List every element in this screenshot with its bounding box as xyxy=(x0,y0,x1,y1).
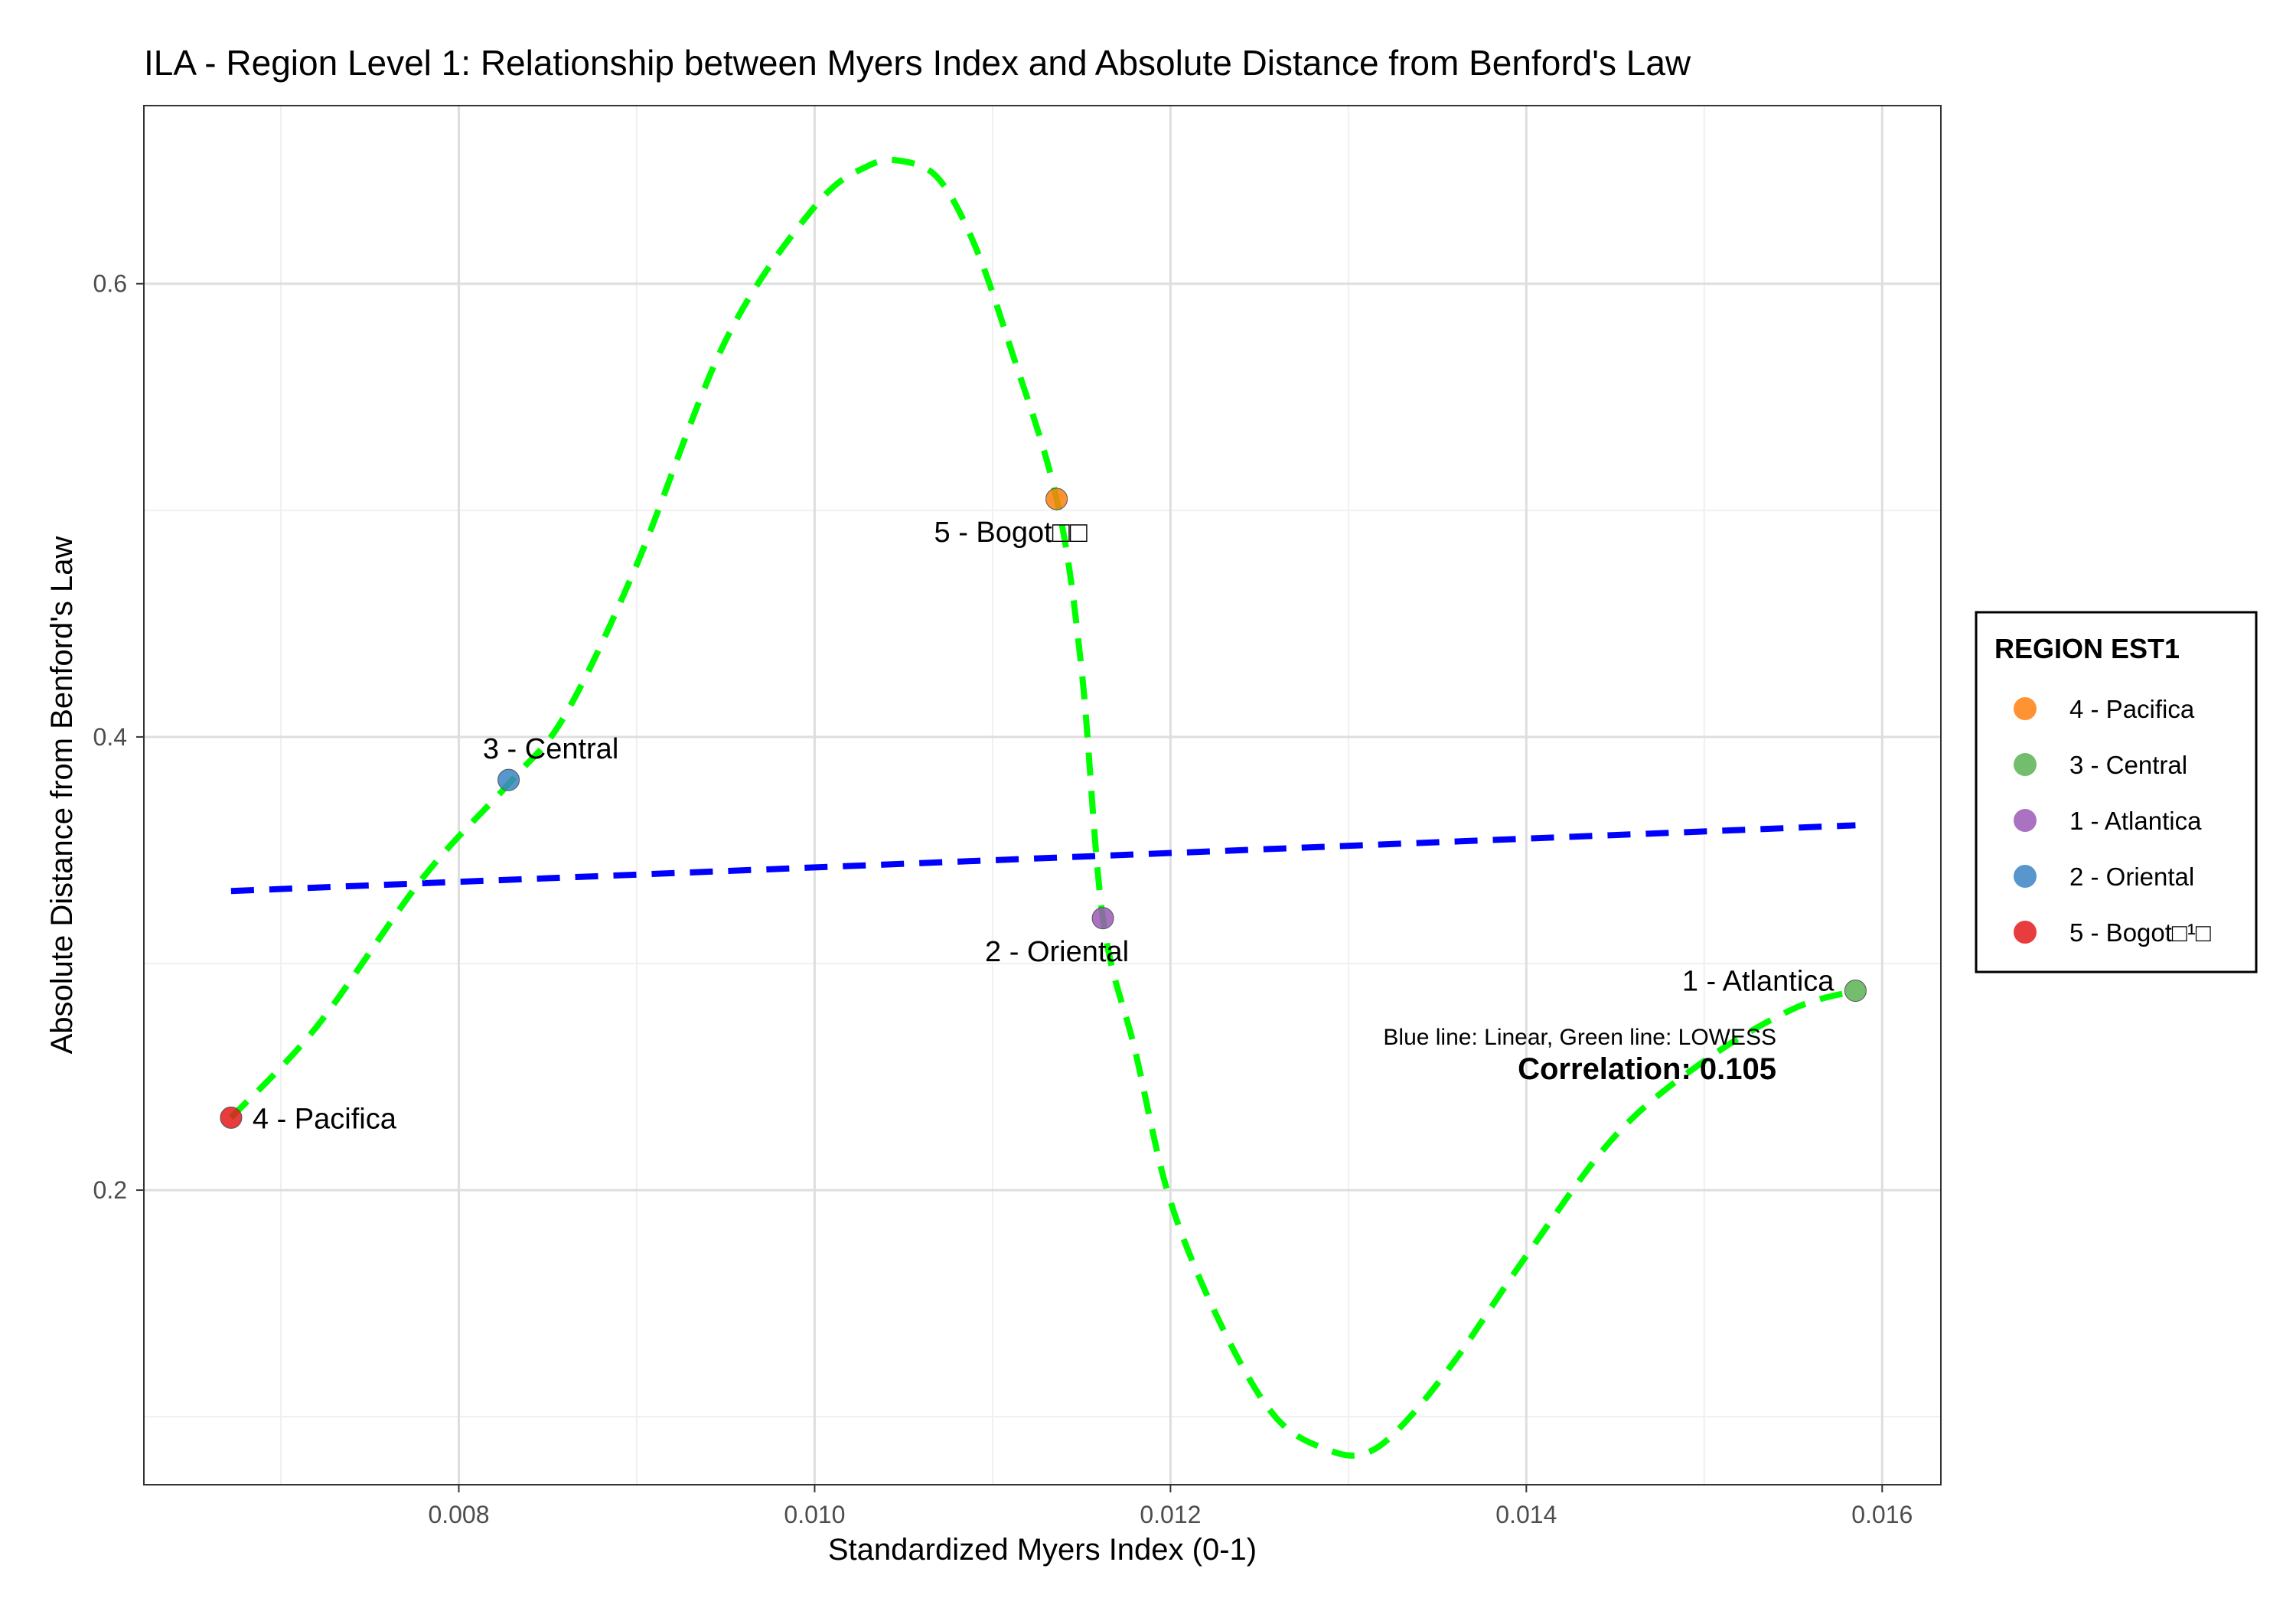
point-label: 1 - Atlantica xyxy=(1682,966,1835,998)
plot-panel-border xyxy=(143,105,1942,1485)
point-label: 4 - Pacifica xyxy=(253,1103,397,1135)
legend-label: 3 - Central xyxy=(2069,751,2187,779)
x-axis-ticks: 0.008 0.010 0.012 0.014 0.016 xyxy=(428,1485,1913,1528)
legend-items: 4 - Pacifica 3 - Central 1 - Atlantica 2 - … xyxy=(2014,695,2211,947)
y-tick-label: 0.6 xyxy=(93,270,127,298)
legend-title: REGION EST1 xyxy=(1994,633,2180,664)
correlation-annotation: Correlation: 0.105 xyxy=(1518,1052,1776,1086)
legend-swatch xyxy=(2014,809,2037,832)
y-tick-label: 0.4 xyxy=(93,723,127,751)
fit-lines xyxy=(229,156,1857,1459)
x-axis-title: Standardized Myers Index (0-1) xyxy=(828,1533,1257,1567)
data-point xyxy=(1844,980,1867,1003)
chart-title: ILA - Region Level 1: Relationship betwe… xyxy=(144,43,1691,83)
grid-lines xyxy=(144,106,1941,1485)
legend-swatch xyxy=(2014,865,2037,888)
legend-swatch xyxy=(2014,697,2037,720)
point-labels: 4 - Pacifica 3 - Central 5 - Bogot□□ 2 - Or… xyxy=(253,517,1835,1135)
legend-swatch xyxy=(2014,921,2037,944)
legend-label: 4 - Pacifica xyxy=(2069,695,2195,723)
data-point xyxy=(497,768,520,791)
legend-box xyxy=(1975,611,2258,973)
x-tick-label: 0.012 xyxy=(1140,1501,1201,1528)
lowess-line xyxy=(229,156,1857,1459)
point-label: 5 - Bogot□□ xyxy=(934,517,1088,549)
y-tick-label: 0.2 xyxy=(93,1176,127,1204)
data-point xyxy=(1045,488,1068,510)
x-tick-label: 0.010 xyxy=(784,1501,845,1528)
legend-swatch xyxy=(2014,753,2037,776)
method-note: Blue line: Linear, Green line: LOWESS xyxy=(1383,1025,1776,1050)
x-tick-label: 0.016 xyxy=(1851,1501,1913,1528)
linear-fit-line xyxy=(230,822,1856,895)
x-tick-label: 0.014 xyxy=(1495,1501,1557,1528)
data-point xyxy=(1091,907,1114,930)
legend-label: 5 - Bogot□¹□ xyxy=(2069,918,2211,947)
legend: REGION EST1 4 - Pacifica 3 - Central 1 - A… xyxy=(1975,611,2258,973)
scatter-points xyxy=(220,488,1867,1129)
y-axis-title: Absolute Distance from Benford's Law xyxy=(45,536,79,1054)
point-label: 2 - Oriental xyxy=(985,936,1129,968)
x-tick-label: 0.008 xyxy=(428,1501,489,1528)
point-label: 3 - Central xyxy=(483,733,618,765)
legend-label: 1 - Atlantica xyxy=(2069,807,2202,835)
data-point xyxy=(220,1106,243,1129)
legend-label: 2 - Oriental xyxy=(2069,863,2194,891)
y-axis-ticks: 0.2 0.4 0.6 xyxy=(93,270,144,1204)
